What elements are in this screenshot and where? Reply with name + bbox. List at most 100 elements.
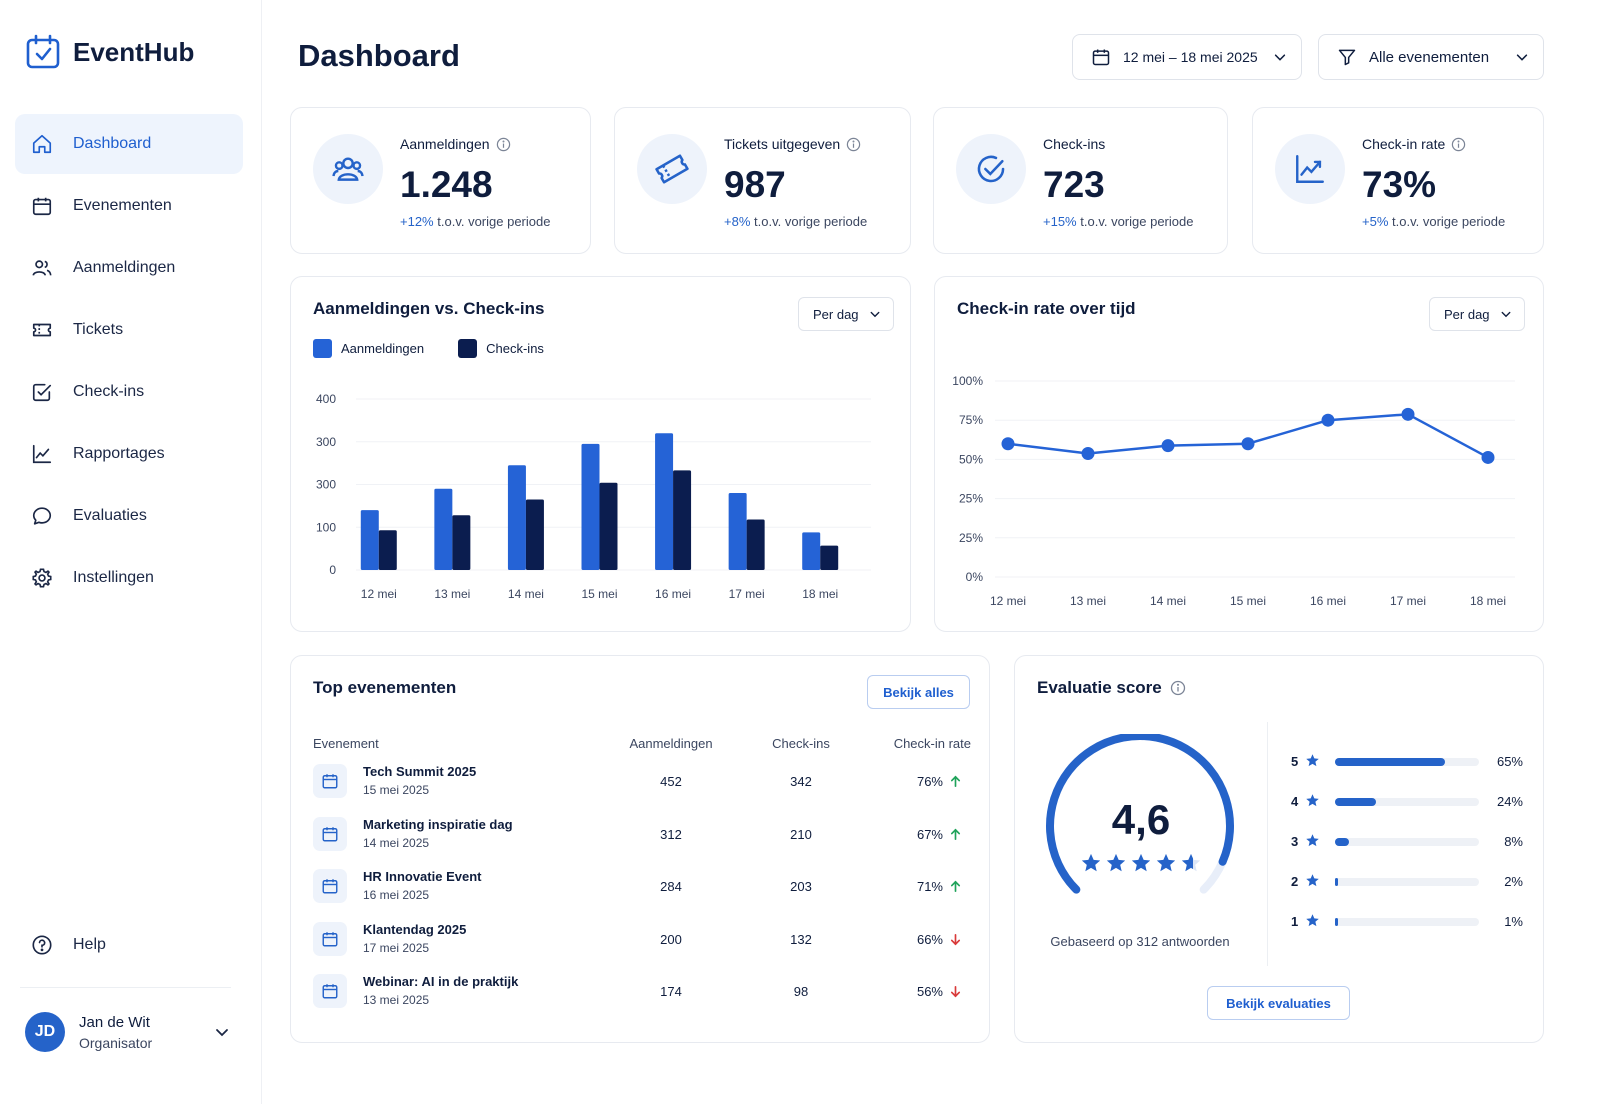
series-line: [1007, 413, 1489, 459]
help-link[interactable]: Help: [31, 934, 106, 956]
event-checkins: 342: [790, 774, 812, 789]
event-rate: 71%: [916, 879, 943, 894]
kpi-delta-percent: +5%: [1362, 214, 1389, 229]
event-checkins: 132: [790, 931, 812, 947]
bar-aanmeldingen: [360, 510, 379, 570]
kpi-delta: +8% t.o.v. vorige periode: [724, 214, 867, 229]
chevron-down-icon[interactable]: [214, 1024, 230, 1040]
x-tick-label: 18 mei: [1470, 594, 1506, 608]
user-menu[interactable]: JD Jan de Wit Organisator: [25, 1012, 230, 1052]
event-checkins: 98: [793, 984, 809, 999]
bar-check-ins: [746, 519, 765, 570]
kpi-delta: +12% t.o.v. vorige periode: [400, 214, 550, 229]
sidebar-item-rapportages[interactable]: Rapportages: [15, 424, 243, 484]
users-icon: [32, 260, 52, 276]
sidebar-item-evaluaties[interactable]: Evaluaties: [15, 486, 243, 546]
col-header-event: Evenement: [313, 736, 379, 751]
event-icon-wrap: [313, 869, 347, 903]
event-filter-select[interactable]: Alle evenementen: [1318, 34, 1544, 80]
legend-item: Aanmeldingen: [313, 339, 424, 358]
star-icon: [1131, 853, 1151, 872]
calendar-icon: [322, 879, 338, 894]
y-tick-label: 100: [316, 520, 336, 534]
x-tick-label: 17 mei: [1390, 594, 1426, 608]
event-rate: 56%: [916, 984, 943, 999]
bar-aanmeldingen: [434, 488, 453, 570]
kpi-label-text: Check-ins: [1043, 136, 1106, 152]
sidebar-item-aanmeldingen[interactable]: Aanmeldingen: [15, 238, 243, 298]
gear-icon: [32, 568, 52, 588]
rating-row-4: 4 24%: [1285, 792, 1525, 812]
sidebar-item-instellingen[interactable]: Instellingen: [15, 548, 243, 608]
sidebar-item-dashboard[interactable]: Dashboard: [15, 114, 243, 174]
rating-row-3: 3 8%: [1285, 832, 1525, 852]
bar-chart-legend: Aanmeldingen Check-ins: [313, 339, 544, 358]
logo[interactable]: EventHub: [25, 34, 194, 70]
help-label: Help: [73, 936, 106, 953]
kpi-icon-wrap: [1275, 134, 1345, 204]
x-tick-label: 16 mei: [655, 587, 691, 601]
trend-up-icon: [950, 775, 961, 787]
sidebar-divider: [20, 987, 231, 988]
y-tick-label: 25%: [959, 531, 983, 545]
rating-stars-count: 5: [1291, 754, 1299, 769]
info-icon[interactable]: [1170, 680, 1186, 696]
event-date: 15 mei 2025: [363, 783, 430, 797]
table-row[interactable]: Klantendag 2025 17 mei 2025 200 132 66%: [313, 916, 969, 968]
view-all-button[interactable]: Bekijk alles: [867, 675, 970, 709]
sidebar-item-tickets[interactable]: Tickets: [15, 300, 243, 360]
x-tick-label: 17 mei: [729, 587, 765, 601]
sidebar-nav: Dashboard Evenementen Aanmeldingen Ticke…: [15, 114, 243, 610]
kpi-value: 723: [1043, 164, 1105, 205]
evaluation-title: Evaluatie score: [1037, 678, 1186, 698]
trend-indicator: [949, 933, 962, 951]
avatar: JD: [25, 1012, 65, 1052]
info-icon[interactable]: [846, 137, 861, 152]
date-range-picker[interactable]: 12 mei – 18 mei 2025: [1072, 34, 1302, 80]
kpi-card-check-ins: Check-ins 723 +15% t.o.v. vorige periode: [933, 107, 1228, 254]
line-chart-icon: [32, 444, 52, 464]
table-row[interactable]: Marketing inspiratie dag 14 mei 2025 312 21…: [313, 811, 969, 863]
view-evaluations-button[interactable]: Bekijk evaluaties: [1207, 986, 1350, 1020]
event-icon-wrap: [313, 921, 347, 956]
sidebar-item-label: Evaluaties: [73, 507, 147, 524]
sidebar-item-label: Dashboard: [73, 135, 152, 152]
bar-chart-period-select[interactable]: Per dag: [798, 297, 894, 331]
data-point: [1401, 407, 1415, 421]
rating-bar-track: [1335, 878, 1479, 886]
table-row[interactable]: HR Innovatie Event 16 mei 2025 284 203 71%: [313, 863, 969, 915]
bar-chart-plot: 0 100 300 300 400 12 mei 13 mei 14 mei 15 mei 16 …: [316, 392, 871, 601]
y-tick-label: 25%: [959, 492, 983, 506]
user-role: Organisator: [79, 1034, 153, 1051]
event-registrations: 200: [660, 931, 682, 947]
info-icon[interactable]: [1451, 137, 1466, 152]
line-chart-period-select[interactable]: Per dag: [1429, 297, 1525, 331]
info-icon[interactable]: [496, 137, 511, 152]
table-row[interactable]: Webinar: AI in de praktijk 13 mei 2025 174…: [313, 968, 969, 1020]
star-icon: [1306, 754, 1319, 767]
period-value: Per dag: [813, 306, 859, 322]
rating-bar-fill: [1335, 758, 1446, 766]
rating-stars-count: 1: [1291, 914, 1299, 929]
table-row[interactable]: Tech Summit 2025 15 mei 2025 452 342 76%: [313, 758, 969, 810]
kpi-delta-text: t.o.v. vorige periode: [754, 214, 868, 229]
trend-indicator: [949, 985, 962, 1003]
kpi-label: Check-ins: [1043, 136, 1105, 152]
bar-check-ins: [452, 515, 471, 570]
top-events-card: Top evenementen Bekijk alles Evenement A…: [290, 655, 990, 1043]
gauge-fill: [1046, 734, 1234, 894]
date-range-value: 12 mei – 18 mei 2025: [1123, 49, 1258, 65]
rating-percent: 8%: [1504, 834, 1523, 849]
sidebar-item-label: Instellingen: [73, 569, 154, 586]
kpi-icon-wrap: [313, 134, 383, 204]
sidebar-item-evenementen[interactable]: Evenementen: [15, 176, 243, 236]
evaluation-divider: [1267, 722, 1268, 966]
score-stars: [1041, 852, 1241, 874]
user-name: Jan de Wit: [79, 1013, 150, 1031]
chevron-down-icon: [870, 311, 879, 318]
sidebar-item-check-ins[interactable]: Check-ins: [15, 362, 243, 422]
legend-item: Check-ins: [458, 339, 544, 358]
event-filter-value: Alle evenementen: [1369, 48, 1490, 66]
bar-check-ins: [378, 530, 397, 570]
score-based-on: Gebaseerd op 312 antwoorden: [1050, 934, 1230, 949]
